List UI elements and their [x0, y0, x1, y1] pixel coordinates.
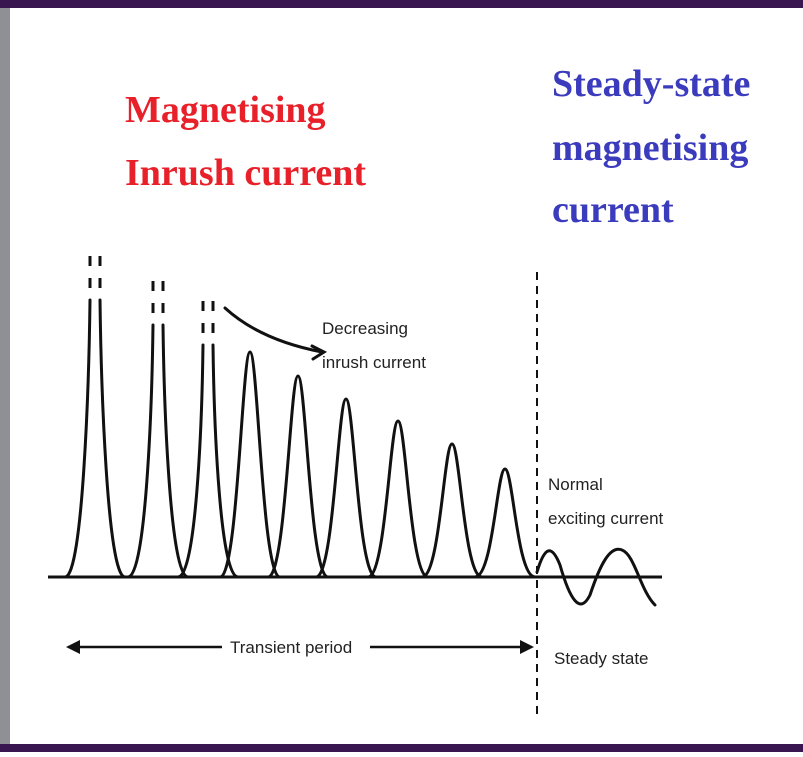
right-heading-line: Steady-state	[552, 63, 750, 105]
normal-label: Normal	[548, 475, 603, 494]
steady-label: Steady state	[554, 649, 649, 668]
right-heading-line: magnetising	[552, 127, 748, 169]
left-heading-line: Inrush current	[125, 152, 366, 194]
right-heading-line: current	[552, 189, 674, 231]
bottom-border	[0, 744, 803, 752]
transient-label: Transient period	[230, 638, 352, 657]
normal-label: exciting current	[548, 509, 664, 528]
diagram: Magnetising Inrush current Steady-state …	[0, 0, 803, 752]
background	[0, 0, 803, 752]
decreasing-label: Decreasing	[322, 319, 408, 338]
left-heading-line: Magnetising	[125, 89, 326, 131]
decreasing-label: inrush current	[322, 353, 426, 372]
top-border	[0, 0, 803, 8]
left-strip	[0, 8, 10, 744]
